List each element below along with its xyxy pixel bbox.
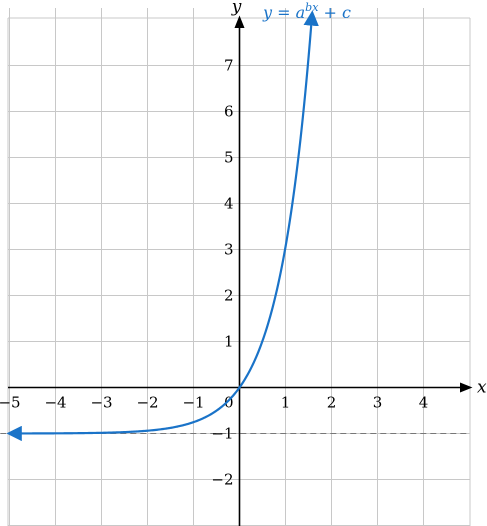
y-tick-label: 5 [224,149,234,167]
y-axis-label: y [231,0,242,17]
y-tick-label: −2 [211,471,233,489]
series-line-exponential [6,10,319,442]
y-tick-label: 3 [224,241,234,259]
x-tick-label: −5 [0,394,21,412]
y-tick-label: −1 [211,425,233,443]
x-tick-label: 4 [419,394,429,412]
x-tick-labels: −5 −4 −3 −2 −1 1 2 3 4 [0,394,428,412]
x-tick-label: 1 [281,394,291,412]
x-axis-label: x [477,378,487,398]
series-label-lhs: y = a [262,3,305,22]
x-tick-label: −4 [44,394,66,412]
x-tick-label: 3 [373,394,383,412]
y-tick-labels: −2 −1 1 2 3 4 5 6 7 [211,57,233,489]
y-tick-label: 7 [224,57,234,75]
y-tick-label: 6 [224,103,234,121]
y-tick-label: 4 [224,195,234,213]
x-tick-label: −2 [136,394,158,412]
y-tick-label: 2 [224,287,234,305]
series-label-rhs: + c [318,3,351,22]
x-tick-label: 2 [327,394,337,412]
series-label-exponent: bx [305,1,319,14]
series-label: y = abx + c [262,1,351,22]
y-tick-label: 1 [224,333,234,351]
x-tick-label: −3 [90,394,112,412]
x-tick-label: −1 [182,394,204,412]
